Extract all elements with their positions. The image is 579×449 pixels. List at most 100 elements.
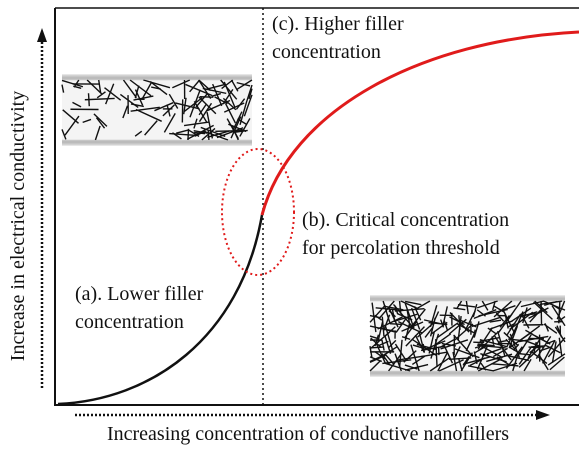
nanofiller	[424, 326, 434, 338]
nanofiller	[474, 345, 487, 354]
nanofiller	[437, 352, 448, 372]
nanofiller	[505, 354, 530, 362]
nanofiller	[519, 312, 537, 317]
x-axis-label: Increasing concentration of conductive n…	[107, 423, 509, 445]
nanofiller	[61, 84, 65, 93]
nanofiller	[404, 364, 418, 370]
nanofiller	[404, 324, 410, 341]
nanofiller	[458, 315, 461, 330]
nanofiller	[541, 339, 556, 364]
nanofiller	[226, 118, 240, 140]
nanofiller	[397, 355, 425, 361]
nanofiller	[502, 308, 515, 333]
nanofiller	[205, 84, 225, 91]
nanofiller	[194, 130, 206, 137]
nanofiller	[172, 132, 182, 140]
nanofiller	[84, 97, 115, 101]
nanofiller	[185, 83, 213, 97]
nanofiller	[438, 359, 464, 372]
nanofiller	[73, 85, 82, 90]
nanofiller	[443, 344, 454, 364]
nanofiller	[225, 103, 237, 124]
nanofiller	[175, 102, 200, 110]
nanofiller	[452, 351, 458, 372]
nanofiller	[477, 344, 506, 349]
nanofiller	[104, 87, 122, 101]
nanofiller	[398, 339, 403, 369]
nanofiller	[418, 330, 426, 353]
nanofiller	[465, 333, 476, 352]
nanofiller	[189, 79, 201, 93]
nanofiller	[237, 118, 247, 125]
nanofiller	[61, 79, 84, 88]
nanofiller	[492, 300, 496, 311]
nanofiller	[549, 356, 565, 371]
nanofiller	[520, 300, 545, 308]
nanofiller	[491, 363, 519, 367]
nanofiller	[487, 327, 497, 335]
nanofiller	[201, 127, 216, 141]
nanofiller	[546, 339, 556, 345]
y-arrowhead	[37, 28, 47, 42]
nanofiller	[420, 351, 448, 358]
annotation: (b). Critical concentration	[302, 209, 509, 231]
nanofiller	[499, 304, 516, 312]
nanofiller	[371, 346, 385, 349]
nanofiller	[540, 345, 553, 352]
nanofiller	[481, 300, 489, 311]
nanofiller	[388, 329, 397, 333]
nanofiller	[509, 333, 521, 358]
nanofiller	[233, 129, 248, 134]
nanofiller	[243, 94, 253, 117]
nanofiller	[134, 130, 143, 137]
nanofiller	[453, 307, 466, 311]
nanofiller	[495, 312, 505, 322]
nanofiller	[472, 329, 476, 338]
nanofiller	[82, 118, 92, 124]
nanofiller	[72, 101, 82, 108]
nanofiller	[239, 100, 248, 126]
nanofiller	[122, 105, 129, 119]
nanofiller	[141, 81, 153, 100]
nanofiller	[154, 102, 174, 112]
nanofiller	[151, 86, 161, 90]
nanofiller	[163, 112, 176, 133]
nanofiller	[457, 304, 476, 308]
nanofiller	[410, 307, 421, 330]
nanofiller	[135, 108, 162, 122]
nanofiller	[492, 362, 518, 372]
nanofiller	[497, 339, 508, 343]
nanofiller	[430, 333, 440, 359]
nanofiller	[394, 307, 425, 312]
nanofiller	[369, 360, 381, 372]
nanofiller	[62, 109, 79, 124]
low-filler-image	[61, 74, 253, 146]
nanofiller	[96, 91, 106, 99]
nanofiller	[389, 323, 403, 326]
nanofiller	[144, 120, 158, 136]
nanofiller	[442, 306, 448, 326]
nanofiller	[497, 330, 506, 357]
nanofiller	[449, 357, 472, 360]
nanofiller	[105, 83, 115, 105]
nanofiller	[86, 79, 103, 95]
nanofiller	[506, 313, 522, 336]
nanofiller	[143, 79, 171, 89]
nanofiller	[382, 300, 391, 323]
nanofiller	[195, 93, 208, 108]
axes-frame	[54, 8, 579, 406]
nanofiller	[400, 300, 419, 310]
nanofiller	[428, 331, 435, 354]
nanofiller	[494, 335, 505, 352]
nanofiller	[518, 346, 532, 365]
nanofiller	[220, 79, 238, 100]
nanofiller	[525, 340, 544, 349]
nanofiller	[187, 124, 214, 140]
nanofiller	[206, 112, 214, 139]
nanofiller	[239, 118, 251, 137]
nanofiller	[129, 79, 152, 97]
nanofiller	[509, 347, 522, 355]
nanofiller	[529, 332, 549, 344]
nanofiller	[465, 300, 469, 315]
nanofiller	[551, 341, 557, 363]
